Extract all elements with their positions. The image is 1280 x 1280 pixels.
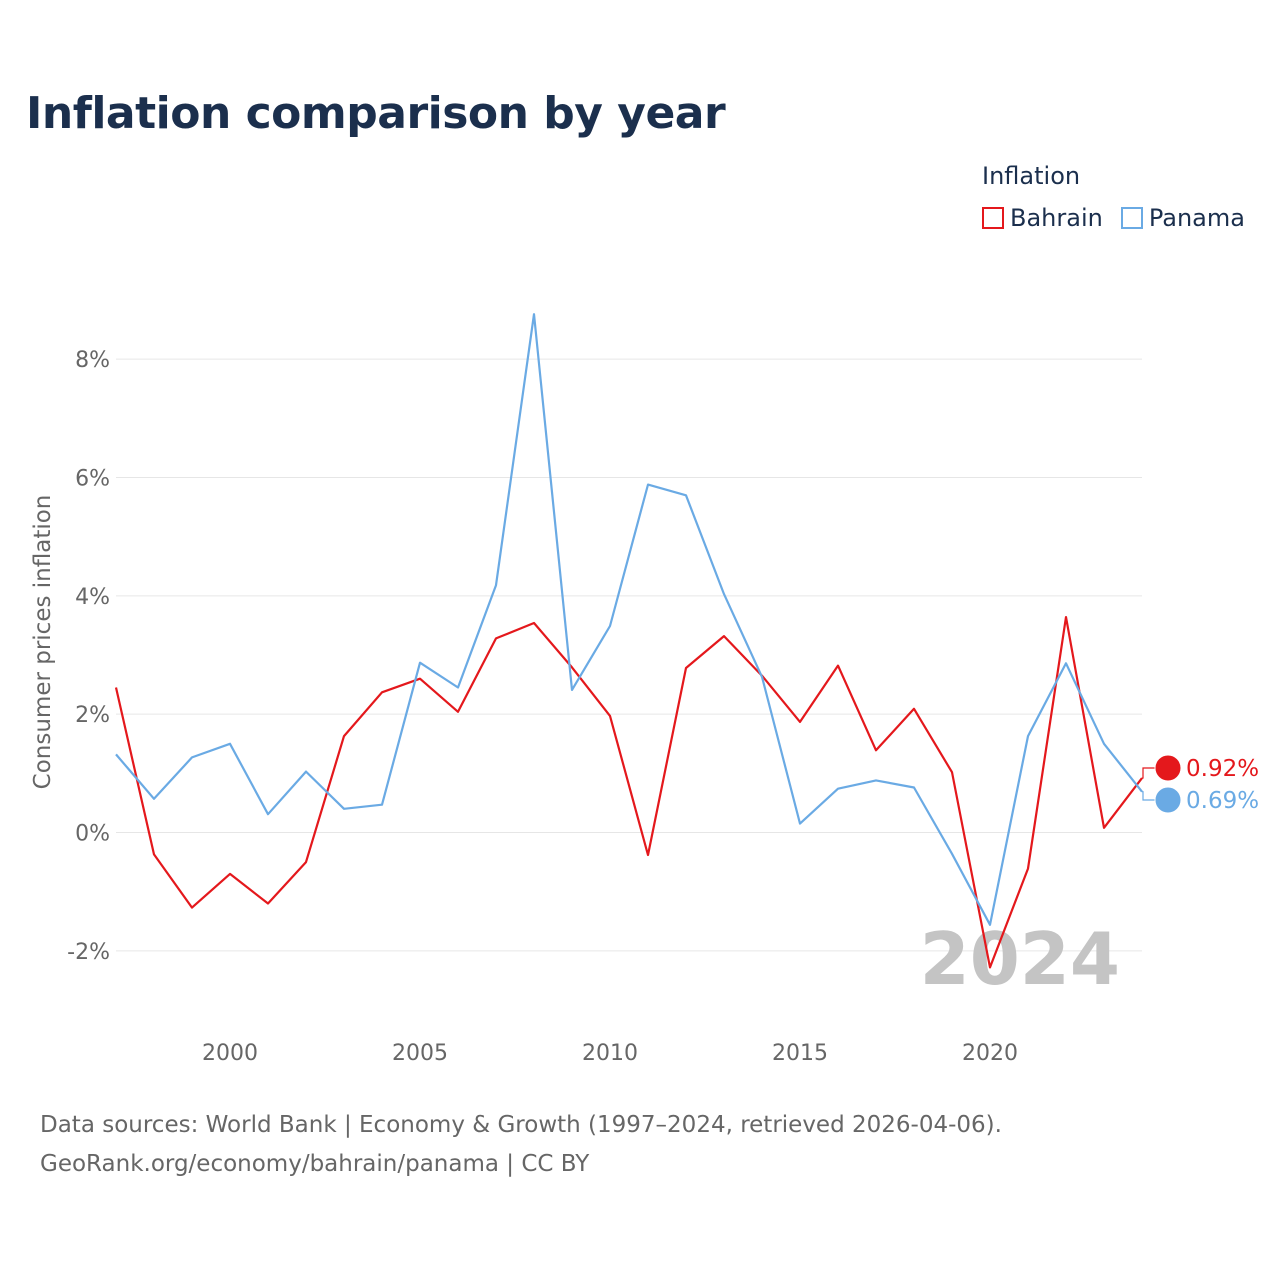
end-connector-bahrain <box>1142 767 1156 779</box>
source-note: Data sources: World Bank | Economy & Gro… <box>40 1106 1002 1184</box>
x-tick-label: 2020 <box>962 1041 1018 1066</box>
x-axis-ticks: 2000 2005 2010 2015 2020 <box>202 1041 1018 1066</box>
legend-item-bahrain[interactable]: Bahrain <box>982 204 1103 232</box>
y-axis-ticks: -2% 0% 2% 4% 6% 8% <box>67 348 110 965</box>
legend-swatch-panama <box>1120 207 1143 229</box>
end-markers: 0.92% 0.69% <box>1142 754 1259 814</box>
x-tick-label: 2005 <box>392 1041 448 1066</box>
legend-label-panama: Panama <box>1148 204 1245 232</box>
page-title: Inflation comparison by year <box>26 88 726 139</box>
y-tick-label: 0% <box>75 822 110 847</box>
end-value-label-bahrain: 0.92% <box>1186 756 1259 782</box>
legend-label-bahrain: Bahrain <box>1010 204 1103 232</box>
legend-title: Inflation <box>982 162 1081 190</box>
source-line-2[interactable]: GeoRank.org/economy/bahrain/panama | CC … <box>40 1151 590 1177</box>
legend: Bahrain Panama <box>982 204 1263 232</box>
series-line-panama <box>115 313 1143 926</box>
line-chart: 2024 -2%0%2%4%6%8% 2000 2005 2010 2015 2020 … <box>30 313 1259 1066</box>
x-tick-label: 2010 <box>582 1041 638 1066</box>
x-tick-label: 2015 <box>772 1041 828 1066</box>
y-tick-label: -2% <box>67 940 110 965</box>
gridlines <box>116 358 1142 952</box>
y-axis-label: Consumer prices inflation <box>30 495 56 790</box>
flag-marker-bahrain <box>1154 754 1182 782</box>
source-line-1: Data sources: World Bank | Economy & Gro… <box>40 1112 1002 1138</box>
year-watermark: 2024 <box>920 917 1120 1001</box>
y-tick-label: 6% <box>75 467 110 492</box>
end-value-label-panama: 0.69% <box>1186 788 1259 814</box>
x-tick-label: 2000 <box>202 1041 258 1066</box>
legend-item-panama[interactable]: Panama <box>1120 204 1245 232</box>
series-line-bahrain <box>114 615 1143 969</box>
y-tick-label: 2% <box>75 703 110 728</box>
flag-marker-panama <box>1154 786 1182 814</box>
end-connector-panama <box>1142 791 1156 801</box>
y-tick-label: 8% <box>75 348 110 373</box>
series-lines <box>114 313 1143 969</box>
y-tick-label: 4% <box>75 585 110 610</box>
legend-swatch-bahrain <box>982 207 1004 229</box>
